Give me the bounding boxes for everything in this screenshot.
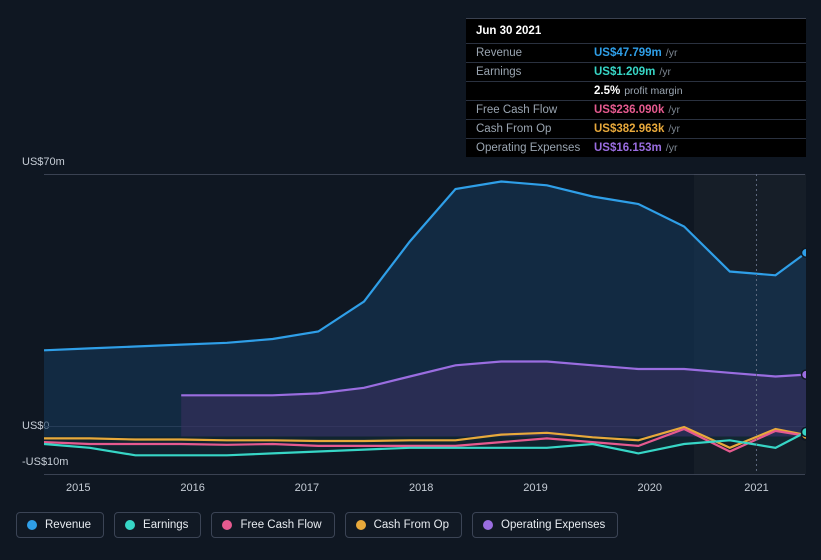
legend-item-label: Operating Expenses [501,519,605,531]
tooltip-row-unit: /yr [668,104,680,116]
tooltip-row-label: Revenue [476,47,594,59]
tooltip-rows: RevenueUS$47.799m/yrEarningsUS$1.209m/yr… [466,44,806,157]
legend-item-opex[interactable]: Operating Expenses [472,512,618,538]
tooltip-row-unit: /yr [659,66,671,78]
x-axis-label: 2017 [295,482,319,494]
x-axis-label: 2019 [523,482,547,494]
tooltip-row-label: Earnings [476,66,594,78]
line-area-chart [44,174,806,474]
tooltip-row-unit: /yr [668,123,680,135]
end-dot-opex [802,370,807,379]
gridline [44,474,805,475]
legend-item-label: Free Cash Flow [240,519,321,531]
swatch-icon [125,520,135,530]
tooltip-row-value: US$1.209m [594,66,655,78]
tooltip-row-sub: profit margin [624,85,682,97]
tooltip-row-label: Operating Expenses [476,142,594,154]
tooltip-row-unit: /yr [666,47,678,59]
legend-item-label: Cash From Op [374,519,449,531]
tooltip-row-value: US$382.963k [594,123,664,135]
swatch-icon [27,520,37,530]
tooltip-row-label: Cash From Op [476,123,594,135]
tooltip-row: 2.5% profit margin [466,82,806,101]
tooltip-row-value: US$16.153m [594,142,662,154]
tooltip-row: EarningsUS$1.209m/yr [466,63,806,82]
x-axis-label: 2016 [180,482,204,494]
legend-item-earnings[interactable]: Earnings [114,512,201,538]
tooltip-row-unit: /yr [666,142,678,154]
tooltip-row-value: US$236.090k [594,104,664,116]
tooltip-row-value: US$47.799m [594,47,662,59]
legend-item-cfo[interactable]: Cash From Op [345,512,462,538]
tooltip-date: Jun 30 2021 [466,19,806,44]
legend-item-label: Earnings [143,519,188,531]
tooltip-row-label: Free Cash Flow [476,104,594,116]
tooltip-row: Free Cash FlowUS$236.090k/yr [466,101,806,120]
swatch-icon [222,520,232,530]
legend-item-revenue[interactable]: Revenue [16,512,104,538]
x-axis-label: 2015 [66,482,90,494]
end-dot-earnings [802,428,807,437]
legend-item-label: Revenue [45,519,91,531]
swatch-icon [356,520,366,530]
tooltip-row: Cash From OpUS$382.963k/yr [466,120,806,139]
x-axis-label: 2018 [409,482,433,494]
swatch-icon [483,520,493,530]
legend: Revenue Earnings Free Cash Flow Cash From O… [16,512,618,538]
tooltip-row-value: 2.5% [594,85,620,97]
x-axis-label: 2020 [638,482,662,494]
hover-tooltip: Jun 30 2021 RevenueUS$47.799m/yrEarnings… [466,18,806,157]
tooltip-row: Operating ExpensesUS$16.153m/yr [466,139,806,157]
x-axis-label: 2021 [744,482,768,494]
legend-item-fcf[interactable]: Free Cash Flow [211,512,334,538]
y-axis-label: US$70m [22,156,65,168]
tooltip-row: RevenueUS$47.799m/yr [466,44,806,63]
end-dot-revenue [802,248,807,257]
